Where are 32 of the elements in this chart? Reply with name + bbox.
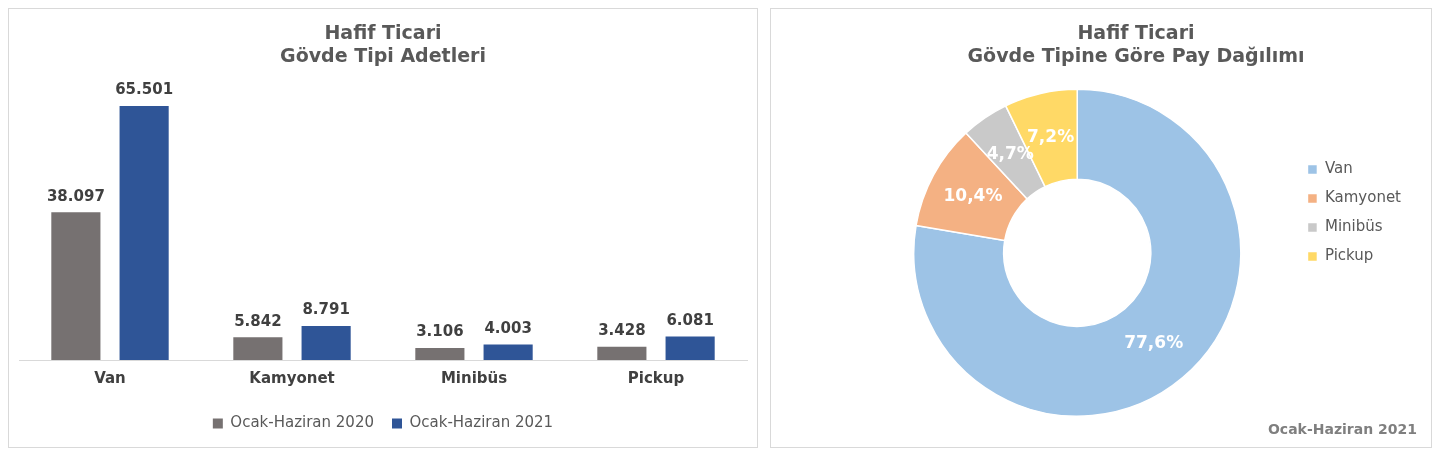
bar: [415, 347, 465, 360]
data-label: 4.003: [484, 318, 532, 337]
legend-label: Ocak-Haziran 2020: [230, 413, 375, 432]
bar: [301, 325, 351, 360]
chart-title: Hafif Ticari Gövde Tipi Adetleri: [280, 21, 486, 67]
x-tick-label: Van: [94, 368, 126, 387]
legend-label: Kamyonet: [1324, 188, 1402, 207]
legend-label: Van: [1324, 159, 1353, 178]
data-label: 7,2%: [1027, 125, 1075, 146]
text: Ocak-Haziran 2021: [1267, 420, 1417, 437]
bar: [665, 336, 715, 360]
bar: [483, 344, 533, 360]
data-label: 10,4%: [943, 184, 1003, 205]
legend-label: Pickup: [1324, 246, 1374, 265]
bar: [597, 346, 647, 360]
data-label: 3.106: [416, 322, 464, 341]
data-label: 3.428: [598, 321, 646, 340]
legend-label: Minibüs: [1324, 217, 1383, 236]
x-tick-label: Pickup: [627, 368, 685, 387]
data-label: 65.501: [115, 80, 174, 99]
data-label: 77,6%: [1124, 331, 1184, 352]
chart-title: Hafif Ticari Gövde Tipine Göre Pay Dağılımı: [967, 21, 1305, 67]
data-label: 5.842: [234, 311, 282, 330]
bar: [51, 212, 101, 360]
x-tick-label: Minibüs: [440, 368, 508, 387]
x-tick-label: Kamyonet: [249, 368, 335, 387]
data-label: 38.097: [46, 186, 105, 205]
data-label: 8.791: [302, 300, 350, 319]
legend-label: Ocak-Haziran 2021: [409, 413, 554, 432]
bar: [233, 337, 283, 360]
bar: [119, 106, 169, 360]
data-label: 6.081: [666, 310, 714, 329]
